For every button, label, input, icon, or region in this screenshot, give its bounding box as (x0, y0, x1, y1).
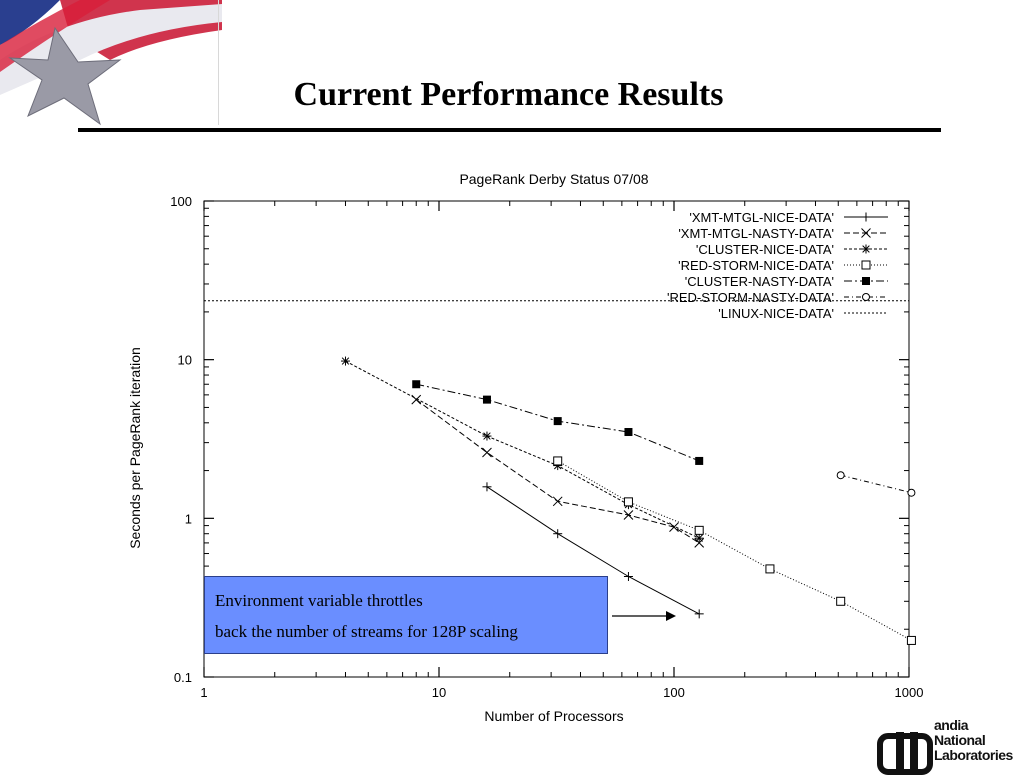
x-tick-label: 100 (663, 685, 685, 700)
plot-frame (203, 200, 910, 678)
callout-arrowhead (666, 611, 676, 621)
data-point (482, 431, 492, 441)
data-point (623, 510, 634, 520)
series-4 (553, 456, 916, 645)
title-underline (78, 128, 941, 132)
data-point (694, 609, 704, 619)
legend-label: 'CLUSTER-NASTY-DATA' (685, 274, 834, 289)
data-point (482, 482, 492, 492)
thunderbird-logo-icon (877, 732, 933, 775)
series-6 (836, 471, 916, 497)
series-5 (412, 380, 704, 465)
x-tick-label: 1000 (895, 685, 924, 700)
data-point (907, 488, 916, 497)
data-point (694, 538, 705, 548)
series-line (415, 399, 700, 544)
data-point (836, 596, 846, 606)
series-line (486, 486, 700, 615)
legend-label: 'XMT-MTGL-NICE-DATA' (689, 210, 834, 225)
data-point (861, 260, 871, 270)
data-point (624, 428, 633, 437)
lab-name: andia National Laboratories (934, 718, 1013, 763)
data-point (862, 277, 870, 285)
data-point (482, 447, 492, 458)
data-point (482, 395, 491, 404)
x-tick-label: 1 (200, 685, 207, 700)
data-point (695, 456, 704, 465)
data-point (861, 244, 871, 254)
data-point (861, 228, 871, 238)
lab-name-line-1: andia (934, 717, 969, 733)
legend-label: 'RED-STORM-NASTY-DATA' (667, 290, 834, 305)
series-line (345, 360, 700, 539)
series-1 (482, 482, 704, 619)
data-point (694, 533, 704, 543)
data-point (765, 564, 775, 574)
data-point (669, 522, 679, 532)
data-point (623, 497, 633, 507)
series-line (840, 474, 912, 494)
x-axis-label: Number of Processors (484, 708, 623, 724)
data-point (340, 356, 350, 366)
chart-title: PageRank Derby Status 07/08 (459, 171, 648, 187)
data-point (862, 293, 870, 301)
legend-label: 'RED-STORM-NICE-DATA' (678, 258, 834, 273)
data-point (623, 571, 633, 581)
data-point (552, 496, 563, 507)
y-tick-label: 100 (170, 194, 192, 209)
header-divider (218, 0, 219, 125)
callout-line-2: back the number of streams for 128P scal… (215, 622, 518, 641)
x-tick-label: 10 (432, 685, 446, 700)
legend-label: 'XMT-MTGL-NASTY-DATA' (678, 226, 834, 241)
y-tick-label: 1 (185, 511, 192, 526)
data-point (861, 212, 871, 222)
annotation-callout: Environment variable throttles back the … (204, 576, 608, 654)
data-point (553, 529, 563, 539)
corner-star-banner-icon (0, 0, 222, 126)
y-tick-label: 0.1 (174, 670, 192, 685)
data-point (906, 635, 916, 645)
legend-label: 'CLUSTER-NICE-DATA' (696, 242, 834, 257)
lab-name-line-2: National (934, 732, 986, 748)
y-tick-label: 10 (178, 353, 192, 368)
slide-title: Current Performance Results (293, 76, 724, 113)
series-line (557, 460, 912, 641)
legend-label: 'LINUX-NICE-DATA' (718, 306, 834, 321)
data-point (553, 456, 563, 466)
series-2 (411, 394, 705, 548)
data-point (412, 380, 421, 389)
y-axis-label: Seconds per PageRank iteration (127, 347, 143, 549)
callout-line-1: Environment variable throttles (215, 591, 423, 610)
data-point (553, 417, 562, 426)
series-3 (340, 356, 704, 543)
data-point (836, 471, 845, 480)
lab-name-line-3: Laboratories (934, 747, 1013, 763)
data-point (694, 525, 704, 535)
